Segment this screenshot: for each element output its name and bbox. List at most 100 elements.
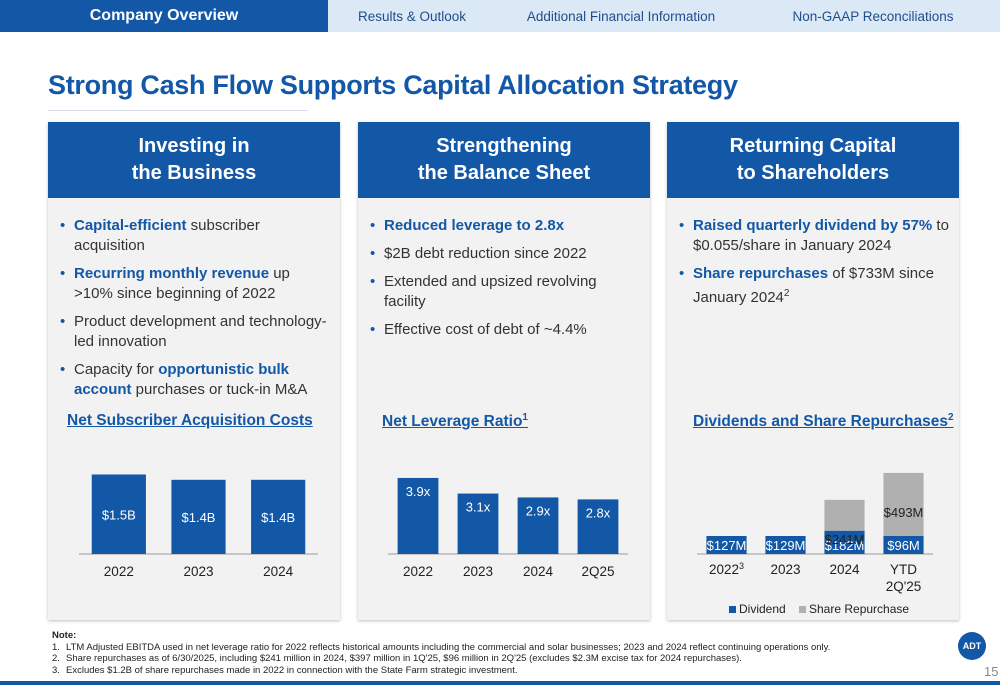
chart-title-footnote: 2 xyxy=(947,412,954,423)
bar-label: $96M xyxy=(887,538,920,553)
tab-company-overview[interactable]: Company Overview xyxy=(0,0,328,32)
bullet-text: $2B debt reduction since 2022 xyxy=(384,245,587,262)
footnote-text: Share repurchases as of 6/30/2025, inclu… xyxy=(66,653,742,665)
bullet-text: up >10% since beginning of 2022 xyxy=(74,265,290,302)
panel-header-line2: to Shareholders xyxy=(736,162,890,184)
panel-header-line1: Returning Capital xyxy=(729,135,897,157)
bullet-item: Effective cost of debt of ~4.4% xyxy=(370,320,642,340)
category-label: 2Q'25 xyxy=(886,579,922,594)
footnote-number: 2. xyxy=(52,653,60,665)
bar-2Q25 xyxy=(577,499,619,554)
footnote-item: 2. Share repurchases as of 6/30/2025, inc… xyxy=(52,653,830,665)
bullet-text: purchases or tuck-in M&A xyxy=(131,381,308,398)
panel-header-line1: Investing in xyxy=(138,135,250,157)
bar-label: $1.5B xyxy=(102,507,136,522)
category-label: 20223 xyxy=(709,561,744,577)
footnote-item: 3. Excludes $1.2B of share repurchases ma… xyxy=(52,665,830,677)
page-number: 15 xyxy=(984,664,999,679)
adt-logo: ADT xyxy=(958,632,986,660)
title-divider xyxy=(48,110,308,111)
footnote-text: Excludes $1.2B of share repurchases made… xyxy=(66,664,518,676)
bullet-text: Effective cost of debt of ~4.4% xyxy=(384,321,587,338)
category-label: 2023 xyxy=(770,562,800,577)
chart-title-acquisition-costs: Net Subscriber Acquisition Costs xyxy=(67,412,313,430)
panel-header-line2: the Balance Sheet xyxy=(417,162,591,184)
panel-investing: Investing in the Business Capital-effici… xyxy=(48,122,340,620)
panel-header: Investing in the Business xyxy=(48,122,340,198)
bullet-footnote: 2 xyxy=(783,288,790,299)
category-label: YTD xyxy=(890,562,917,577)
category-label: 2023 xyxy=(463,564,493,579)
bullet-text: Extended and upsized revolving facility xyxy=(384,273,597,310)
bar-label: $241M xyxy=(825,532,865,547)
bullet-emphasis: Reduced leverage to 2.8x xyxy=(384,217,565,234)
panel-balance-sheet: Strengthening the Balance Sheet Reduced … xyxy=(358,122,650,620)
category-label: 2024 xyxy=(829,562,860,577)
category-footnote: 3 xyxy=(739,561,744,571)
bullet-emphasis: opportunistic bulk account xyxy=(74,361,290,398)
bar-label: $129M xyxy=(766,538,806,553)
category-label: 2024 xyxy=(263,564,294,579)
bar-2024 xyxy=(517,497,559,554)
footnote-item: 1. LTM Adjusted EBITDA used in net levera… xyxy=(52,642,830,654)
chart-title-text: Dividends and Share Repurchases xyxy=(693,413,948,431)
bullet-list: Capital-efficient subscriber acquisition… xyxy=(48,198,340,400)
bar-label: 2.8x xyxy=(586,505,611,520)
bar-share-repurchase xyxy=(824,499,865,531)
legend-swatch xyxy=(729,606,736,613)
bullet-item: Raised quarterly dividend by 57% to $0.0… xyxy=(679,216,951,256)
chart-title-text: Net Leverage Ratio xyxy=(382,413,523,431)
chart-title-dividends: Dividends and Share Repurchases2 xyxy=(693,412,954,431)
bar-label: $1.4B xyxy=(261,510,295,525)
footnote-text: LTM Adjusted EBITDA used in net leverage… xyxy=(66,641,831,653)
panel-header: Strengthening the Balance Sheet xyxy=(358,122,650,198)
chart-net-leverage: 3.9x 2022 3.1x 2023 2.9x 2024 2.8x 2Q25 xyxy=(368,458,640,588)
bullet-emphasis: Raised quarterly dividend by 57% xyxy=(693,217,933,234)
footnote-number: 3. xyxy=(52,664,60,676)
category-label: 2022 xyxy=(403,564,433,579)
bar-2024 xyxy=(251,479,306,554)
bullet-item: Extended and upsized revolving facility xyxy=(370,272,642,312)
bullet-item: Product development and technology-led i… xyxy=(60,312,332,352)
category-label: 2024 xyxy=(523,564,554,579)
chart-title-footnote: 1 xyxy=(522,412,528,423)
chart-title-net-leverage: Net Leverage Ratio1 xyxy=(382,412,528,431)
bullet-text: subscriber acquisition xyxy=(74,217,260,254)
bar-dividend xyxy=(824,530,865,554)
bar-label: $1.4B xyxy=(182,510,216,525)
bullet-text: Product development and technology-led i… xyxy=(74,313,327,350)
bar-share-repurchase xyxy=(883,472,924,536)
bullet-text: to $0.055/share in January 2024 xyxy=(693,217,949,254)
bar-label: 3.9x xyxy=(406,484,431,499)
tab-results-outlook[interactable]: Results & Outlook xyxy=(357,8,467,24)
bullet-emphasis: Recurring monthly revenue xyxy=(74,265,270,282)
bullet-item: Recurring monthly revenue up >10% since … xyxy=(60,264,332,304)
bullet-emphasis: Capital-efficient xyxy=(74,217,187,234)
bar-label: 2.9x xyxy=(526,503,551,518)
bar-label: $182M xyxy=(825,538,865,553)
bar-label: $127M xyxy=(707,538,747,553)
top-nav: Company Overview Results & Outlook Addit… xyxy=(0,0,1000,32)
legend-label: Share Repurchase xyxy=(809,602,909,616)
panel-header-line2: the Business xyxy=(131,162,257,184)
bullet-item: Capacity for opportunistic bulk account … xyxy=(60,360,332,400)
chart-dividends-repurchases: $127M 20223 $129M 2023 $182M $241M 2024 $96M $49… xyxy=(673,458,953,618)
category-label: 2Q25 xyxy=(581,564,614,579)
bullet-list: Raised quarterly dividend by 57% to $0.0… xyxy=(667,198,959,308)
bar-2023 xyxy=(457,493,499,554)
bar-label: 3.1x xyxy=(466,500,491,515)
footnotes-heading: Note: xyxy=(52,630,77,641)
bullet-text: Capacity for xyxy=(74,361,159,378)
bullet-text: of $733M since January 2024 xyxy=(693,265,934,306)
bullet-list: Reduced leverage to 2.8x $2B debt reduct… xyxy=(358,198,650,340)
bar-dividend xyxy=(765,536,806,554)
bar-2023 xyxy=(171,479,226,554)
tab-additional-financial-information[interactable]: Additional Financial Information xyxy=(526,8,716,24)
chart-acquisition-costs: $1.5B 2022 $1.4B 2023 $1.4B 2024 xyxy=(58,458,330,588)
bullet-item: Capital-efficient subscriber acquisition xyxy=(60,216,332,256)
tab-non-gaap-reconciliations[interactable]: Non-GAAP Reconciliations xyxy=(792,8,954,24)
category-label: 2023 xyxy=(183,564,213,579)
bottom-bar xyxy=(0,681,1000,685)
bullet-item: Reduced leverage to 2.8x xyxy=(370,216,642,236)
category-label: 2022 xyxy=(104,564,134,579)
